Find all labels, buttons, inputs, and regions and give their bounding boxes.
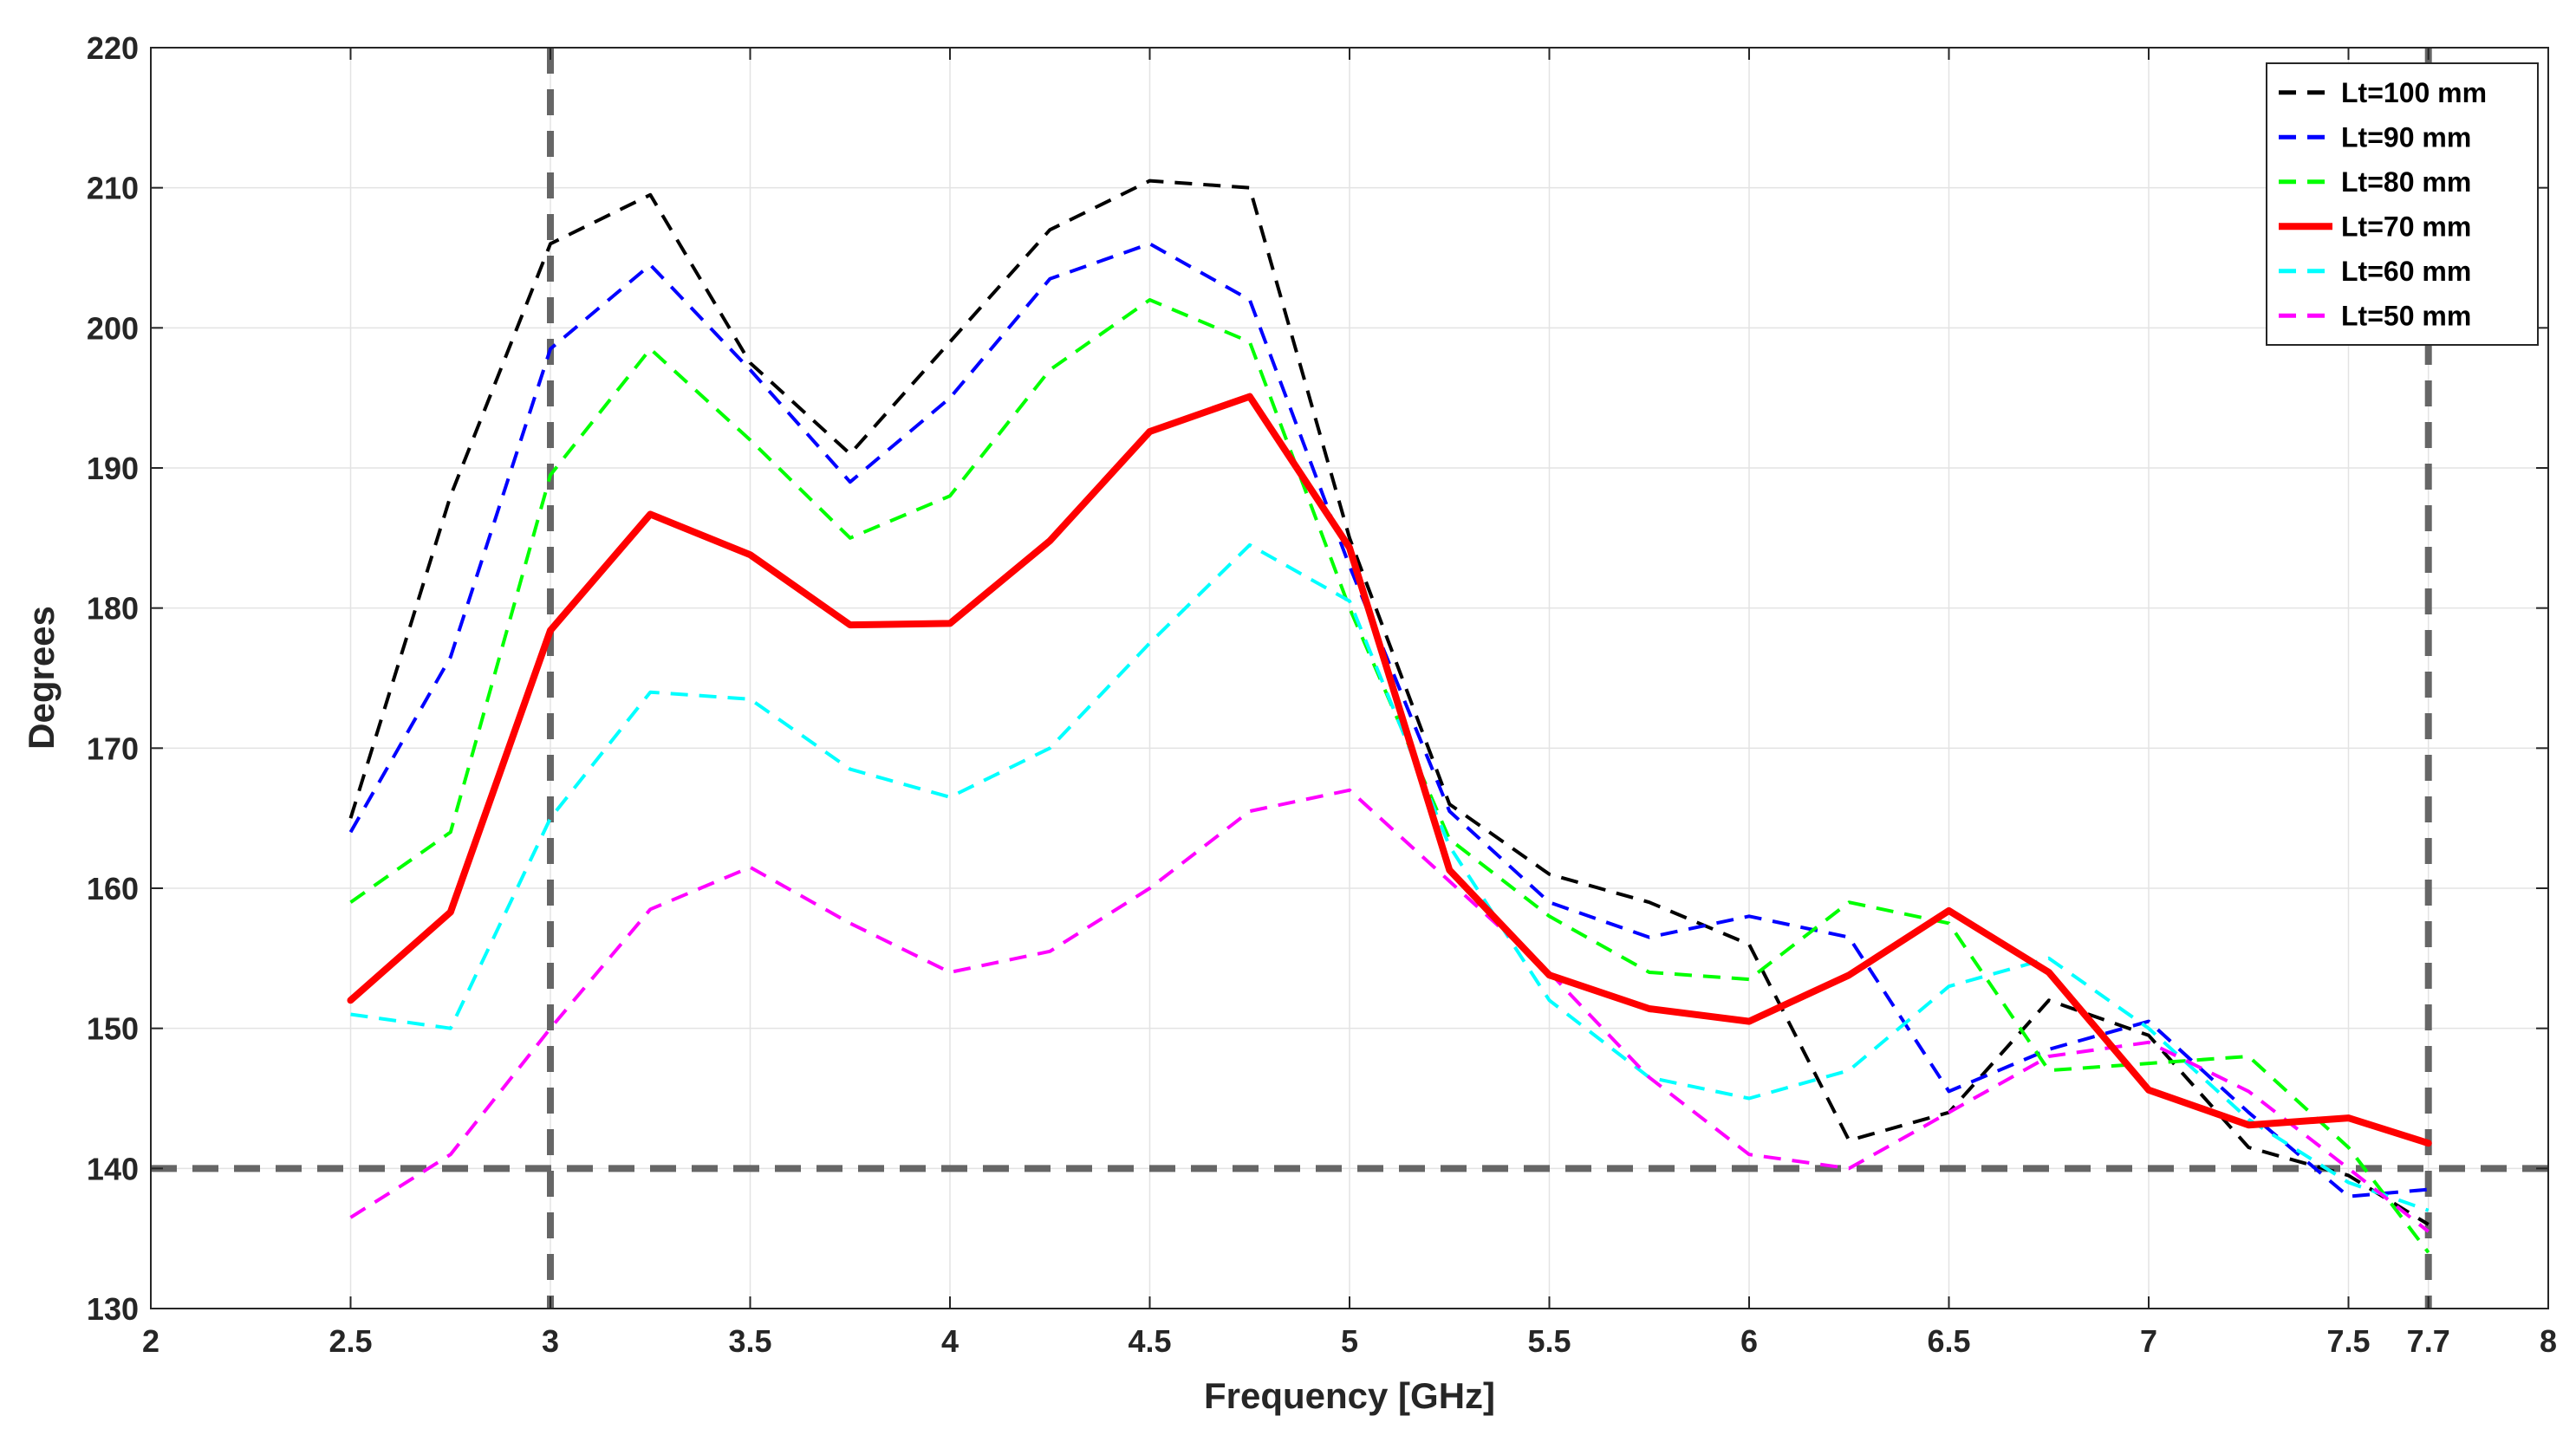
y-tick-label: 220 bbox=[87, 30, 139, 66]
x-tick-label: 7.7 bbox=[2407, 1323, 2450, 1359]
legend-label: Lt=70 mm bbox=[2341, 211, 2471, 242]
legend-label: Lt=100 mm bbox=[2341, 77, 2487, 108]
y-tick-label: 130 bbox=[87, 1291, 139, 1327]
x-tick-label: 2 bbox=[142, 1323, 159, 1359]
series-lines bbox=[347, 179, 2432, 1254]
legend-label: Lt=80 mm bbox=[2341, 166, 2471, 198]
x-tick-label: 4 bbox=[941, 1323, 959, 1359]
x-tick-label: 5.5 bbox=[1527, 1323, 1571, 1359]
x-tick-label: 7.5 bbox=[2326, 1323, 2370, 1359]
y-tick-label: 200 bbox=[87, 310, 139, 346]
x-axis-title: Frequency [GHz] bbox=[1204, 1375, 1495, 1416]
y-axis-title: Degrees bbox=[21, 606, 62, 750]
x-tick-label: 6 bbox=[1740, 1323, 1758, 1359]
x-tick-label: 5 bbox=[1341, 1323, 1358, 1359]
series-line-lt-90-mm bbox=[348, 242, 2429, 1198]
legend-box bbox=[2266, 62, 2539, 346]
legend-label: Lt=60 mm bbox=[2341, 256, 2471, 287]
y-tick-label: 170 bbox=[87, 731, 139, 766]
legend-label: Lt=90 mm bbox=[2341, 121, 2471, 153]
x-tick-label: 4.5 bbox=[1128, 1323, 1171, 1359]
x-tick-label: 3 bbox=[542, 1323, 559, 1359]
x-tick-label: 8 bbox=[2540, 1323, 2557, 1359]
x-tick-label: 2.5 bbox=[329, 1323, 372, 1359]
y-tick-label: 150 bbox=[87, 1011, 139, 1047]
y-tick-label: 160 bbox=[87, 871, 139, 906]
axis-ticks: 2 2.5 3 3.5 4 4.5 5 5.5 6 6.5 7 7.5 7.7 8 130 140 150 160… bbox=[87, 30, 2557, 1359]
x-tick-label: 6.5 bbox=[1927, 1323, 1970, 1359]
series-line-lt-100-mm bbox=[348, 179, 2430, 1226]
legend: Lt=100 mm Lt=90 mm Lt=80 mm Lt=70 mm Lt=60 m… bbox=[2266, 62, 2539, 346]
series-line-lt-70-mm bbox=[347, 393, 2432, 1147]
x-tick-label: 7 bbox=[2140, 1323, 2157, 1359]
series-line-lt-60-mm bbox=[350, 542, 2430, 1212]
y-tick-label: 180 bbox=[87, 591, 139, 627]
legend-label: Lt=50 mm bbox=[2341, 300, 2471, 331]
y-tick-label: 210 bbox=[87, 171, 139, 206]
y-tick-label: 190 bbox=[87, 451, 139, 486]
x-tick-label: 3.5 bbox=[728, 1323, 771, 1359]
y-tick-label: 140 bbox=[87, 1151, 139, 1186]
series-line-lt-50-mm bbox=[349, 788, 2430, 1233]
